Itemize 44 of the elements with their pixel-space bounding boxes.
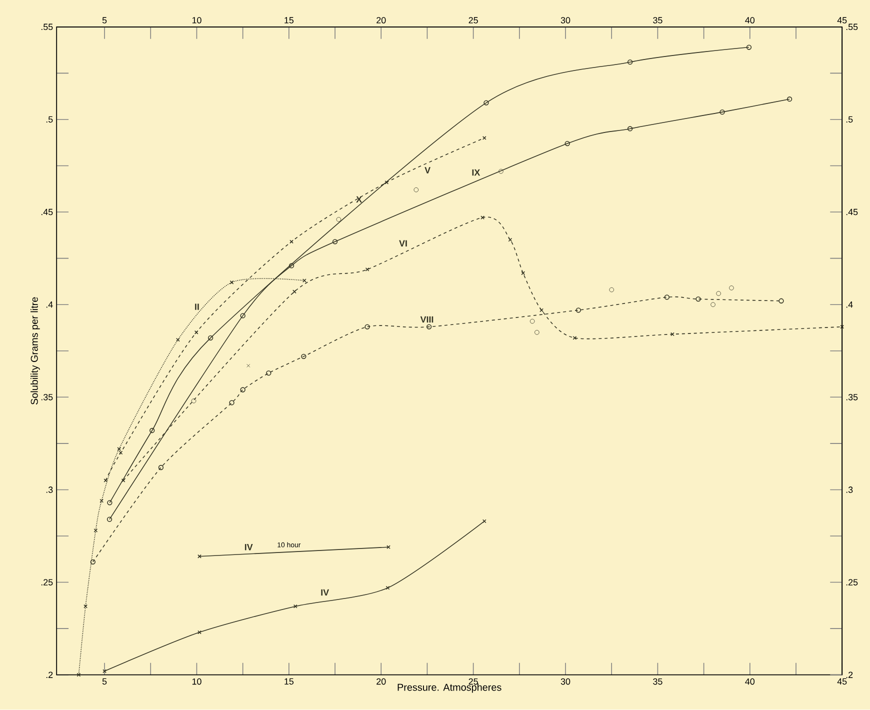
y2-tick-label: .55 — [846, 24, 858, 30]
series-label: V — [424, 167, 430, 174]
x-tick-label: 5 — [102, 17, 107, 24]
series-label: II — [195, 304, 199, 310]
y-tick-label: .5 — [46, 116, 53, 123]
x-tick-label: 25 — [468, 17, 478, 24]
series-label: X — [356, 196, 362, 203]
series-label: IV — [321, 590, 330, 596]
series-label: IV — [244, 544, 253, 550]
y2-tick-label: .5 — [846, 116, 853, 123]
x2-tick-label: 40 — [745, 678, 755, 685]
x-tick-label: 45 — [837, 17, 847, 24]
series-label: VI — [399, 240, 407, 247]
x2-tick-label: 45 — [837, 678, 847, 685]
y2-tick-label: .2 — [846, 672, 853, 678]
x2-tick-label: 35 — [653, 678, 662, 685]
y-tick-label: .2 — [46, 672, 53, 678]
y-tick-label: .25 — [41, 579, 53, 586]
y-tick-label: .4 — [46, 302, 53, 308]
y2-tick-label: .3 — [846, 486, 853, 494]
x-tick-label: 20 — [376, 17, 386, 24]
x-tick-label: 10 — [192, 17, 202, 24]
x-tick-label: 30 — [560, 17, 570, 24]
series-label: IX — [472, 170, 480, 176]
x2-tick-label: 25 — [468, 678, 478, 685]
x2-tick-label: 5 — [102, 678, 107, 685]
x-tick-label: 15 — [284, 17, 294, 24]
y-tick-label: .45 — [41, 209, 53, 216]
y-tick-label: .3 — [46, 486, 53, 494]
x2-tick-label: 10 — [192, 678, 202, 685]
x-tick-label: 40 — [745, 17, 755, 24]
x2-tick-label: 15 — [284, 678, 294, 685]
x-tick-label: 35 — [653, 17, 662, 24]
y-tick-label: .55 — [41, 24, 53, 30]
x-axis-title: Pressure. Atmospheres — [398, 684, 502, 693]
y2-tick-label: .4 — [846, 302, 853, 308]
y2-tick-label: .45 — [846, 209, 858, 216]
y2-tick-label: .25 — [846, 579, 858, 586]
x2-tick-label: 30 — [560, 678, 570, 685]
y2-tick-label: .35 — [846, 394, 858, 400]
y-axis-title: Solubility Grams per litre — [30, 297, 40, 405]
y-tick-label: .35 — [41, 394, 53, 400]
series-label: VIII — [420, 316, 434, 323]
x2-tick-label: 20 — [376, 678, 386, 685]
